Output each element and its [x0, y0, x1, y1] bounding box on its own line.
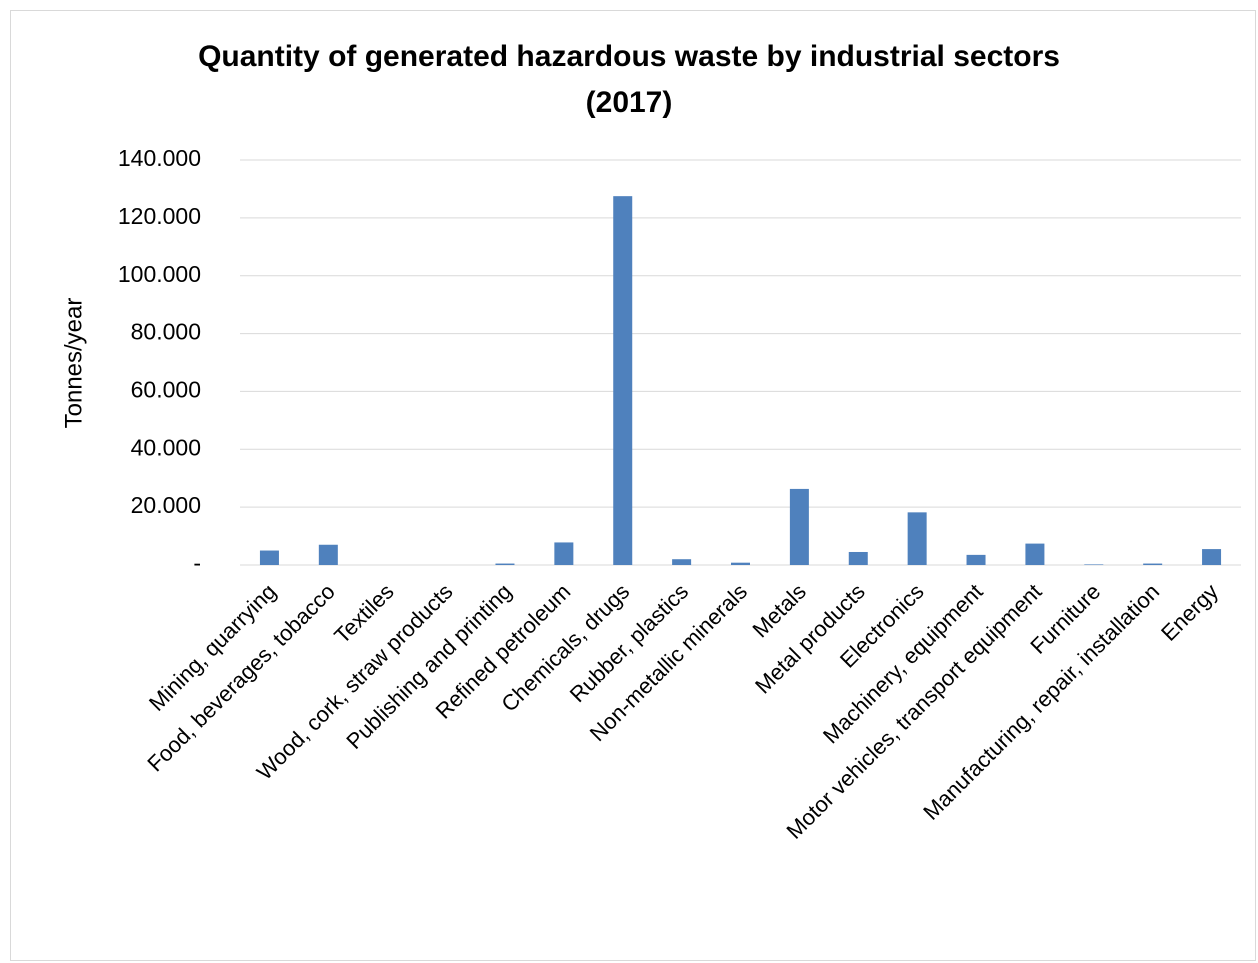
chart-title-line-2: (2017)	[585, 86, 673, 119]
bar	[613, 196, 633, 566]
gridlines	[240, 159, 1241, 566]
y-axis-ticks: - 20.000 40.000 60.000 80.000 100.000 120.000 1…	[118, 145, 201, 576]
y-tick-label: 100.000	[118, 261, 201, 287]
y-axis-title: Tonnes/year	[60, 298, 87, 429]
bar	[259, 550, 279, 565]
bars	[259, 196, 1222, 566]
bar	[318, 544, 338, 565]
bar	[495, 563, 515, 565]
chart-frame	[10, 10, 1256, 961]
bar	[1143, 563, 1163, 565]
bar	[1025, 543, 1045, 565]
y-tick-label: 80.000	[131, 319, 201, 345]
y-tick-label: 140.000	[118, 145, 201, 171]
bar	[731, 562, 750, 565]
chart-title-line-1: Quantity of generated hazardous waste by…	[198, 40, 1060, 73]
bar	[848, 551, 868, 565]
y-tick-label: -	[193, 550, 201, 576]
bar	[672, 559, 692, 565]
y-tick-label: 20.000	[131, 492, 201, 518]
x-tick-label: Energy	[1156, 579, 1223, 646]
bar	[554, 542, 574, 565]
y-tick-label: 40.000	[131, 434, 201, 460]
y-tick-label: 60.000	[131, 377, 201, 403]
y-tick-label: 120.000	[118, 203, 201, 229]
bar	[966, 554, 986, 565]
bar	[789, 488, 809, 565]
bar	[1202, 549, 1222, 565]
bar	[1084, 564, 1104, 565]
bar	[907, 512, 927, 565]
